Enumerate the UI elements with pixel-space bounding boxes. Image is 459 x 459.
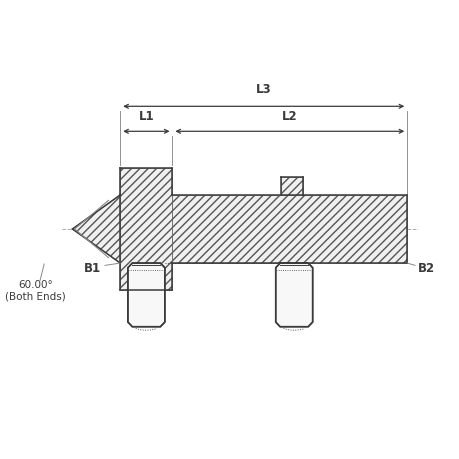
Polygon shape — [120, 168, 172, 291]
Polygon shape — [73, 168, 120, 291]
Polygon shape — [128, 263, 164, 327]
Text: 60.00°
(Both Ends): 60.00° (Both Ends) — [5, 280, 66, 301]
Text: B1: B1 — [84, 262, 101, 274]
Text: L2: L2 — [281, 110, 297, 123]
Polygon shape — [172, 196, 406, 263]
Polygon shape — [280, 177, 302, 196]
Polygon shape — [275, 263, 312, 327]
Text: L3: L3 — [255, 83, 271, 96]
Text: B2: B2 — [417, 262, 434, 274]
Text: L1: L1 — [138, 110, 154, 123]
